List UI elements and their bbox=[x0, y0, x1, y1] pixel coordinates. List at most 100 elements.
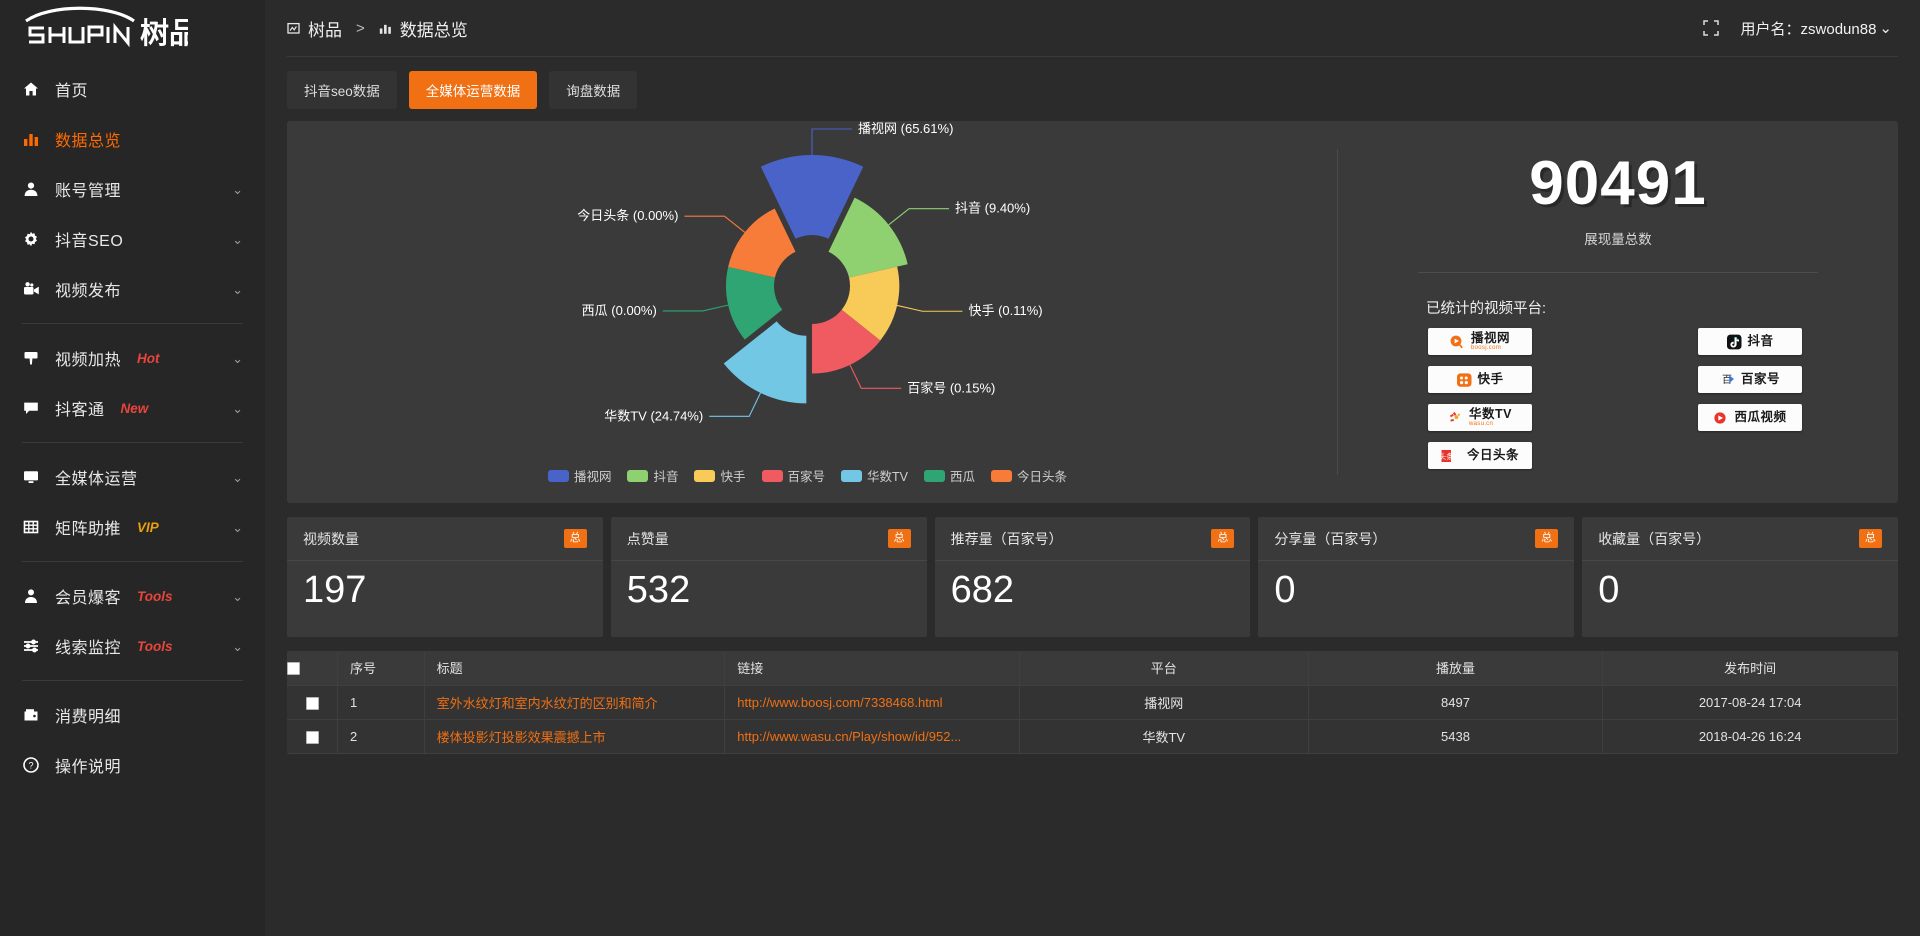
tab-omni-media-ops[interactable]: 全媒体运营数据 bbox=[408, 71, 538, 109]
legend-item[interactable]: 百家号 bbox=[761, 466, 825, 485]
table-row[interactable]: 1 室外水纹灯和室内水纹灯的区别和简介 http://www.boosj.com… bbox=[287, 685, 1898, 720]
sidebar-item-label: 首页 bbox=[55, 83, 89, 100]
total-impressions-label: 展现量总数 bbox=[1584, 232, 1652, 248]
kuaishou-icon bbox=[1456, 372, 1473, 388]
card-header: 视频数量 总 bbox=[287, 517, 603, 561]
sidebar-item-video-publish[interactable]: 视频发布 ⌄ bbox=[0, 264, 265, 314]
platform-chip-wasu[interactable]: 华数TV wasu.cn bbox=[1428, 404, 1532, 432]
tab-douyin-seo[interactable]: 抖音seo数据 bbox=[287, 71, 397, 109]
home-icon bbox=[20, 81, 42, 97]
chevron-down-icon: ⌄ bbox=[232, 350, 243, 366]
pie-slice-label: 快手 (0.11%) bbox=[968, 303, 1042, 318]
leader-line bbox=[709, 392, 761, 417]
platform-chip-name: 西瓜视频 bbox=[1734, 410, 1787, 425]
sidebar-badge-tools: Tools bbox=[137, 588, 173, 604]
row-checkbox[interactable] bbox=[305, 730, 319, 744]
sidebar-item-home[interactable]: 首页 bbox=[0, 64, 265, 114]
table-header-row: 序号 标题 链接 平台 播放量 发布时间 bbox=[287, 651, 1898, 686]
platform-chip-boosj[interactable]: 播视网 boosj.com bbox=[1428, 328, 1532, 356]
breadcrumb-item-root[interactable]: 树品 bbox=[287, 16, 342, 41]
platform-chip-xigua[interactable]: 西瓜视频 bbox=[1698, 404, 1802, 432]
sidebar-item-consumption-detail[interactable]: 消费明细 bbox=[0, 690, 265, 740]
user-menu[interactable]: 用户名：zswodun88 ⌄ bbox=[1741, 18, 1892, 39]
legend-label: 今日头条 bbox=[1017, 470, 1068, 484]
brand-logo[interactable]: 树品 bbox=[0, 0, 265, 56]
breadcrumb-item-current[interactable]: 数据总览 bbox=[379, 16, 468, 41]
row-link[interactable]: http://www.wasu.cn/Play/show/id/952... bbox=[724, 719, 1020, 754]
pie-chart[interactable]: 播视网 (65.61%) 抖音 (9.40%) 快手 (0.11%) 百家号 (0.1… bbox=[287, 121, 1337, 503]
sidebar: 树品 首页 数据总览 账号管理 ⌄ bbox=[0, 0, 265, 936]
legend-swatch bbox=[924, 469, 945, 482]
sidebar-item-label: 会员爆客 bbox=[55, 590, 122, 607]
toutiao-icon: 头条 bbox=[1441, 448, 1463, 464]
platform-chip-kuaishou[interactable]: 快手 bbox=[1428, 366, 1532, 394]
grid-icon bbox=[20, 519, 42, 535]
sidebar-item-account-mgmt[interactable]: 账号管理 ⌄ bbox=[0, 164, 265, 214]
user-label: 用户名：zswodun88 bbox=[1740, 20, 1877, 38]
status-badge: 总 bbox=[887, 529, 911, 548]
chevron-down-icon: ⌄ bbox=[232, 400, 243, 416]
card-value: 532 bbox=[626, 569, 691, 611]
select-all-checkbox[interactable] bbox=[287, 662, 300, 676]
sidebar-item-douketong[interactable]: 抖客通 New ⌄ bbox=[0, 383, 265, 433]
user-icon bbox=[20, 181, 42, 197]
platform-chip-toutiao[interactable]: 头条 今日头条 bbox=[1428, 442, 1532, 470]
legend-swatch bbox=[761, 469, 783, 482]
legend-item[interactable]: 播视网 bbox=[547, 466, 611, 485]
legend-item[interactable]: 西瓜 bbox=[924, 466, 975, 485]
legend-item[interactable]: 华数TV bbox=[841, 466, 908, 485]
pie-slice[interactable] bbox=[728, 208, 796, 278]
pie-slice-label: 西瓜 (0.00%) bbox=[582, 303, 657, 318]
sidebar-item-label: 视频发布 bbox=[55, 283, 122, 300]
pie-slice[interactable] bbox=[841, 266, 900, 341]
table-header-plays: 播放量 bbox=[1308, 651, 1604, 686]
card-header: 收藏量（百家号） 总 bbox=[1582, 517, 1898, 561]
platform-chip-name: 百家号 bbox=[1740, 372, 1780, 387]
sidebar-item-data-overview[interactable]: 数据总览 bbox=[0, 114, 265, 164]
card-header: 分享量（百家号） 总 bbox=[1258, 517, 1575, 561]
sidebar-item-label: 消费明细 bbox=[55, 709, 122, 726]
expand-icon[interactable] bbox=[1702, 20, 1719, 36]
pie-slice[interactable] bbox=[723, 321, 807, 404]
platform-chip-douyin[interactable]: 抖音 bbox=[1698, 328, 1802, 356]
legend-label: 抖音 bbox=[653, 470, 679, 484]
sidebar-item-lead-monitor[interactable]: 线索监控 Tools ⌄ bbox=[0, 621, 265, 671]
leader-line bbox=[811, 128, 853, 156]
topbar-divider bbox=[287, 56, 1898, 57]
sidebar-item-douyin-seo[interactable]: 抖音SEO ⌄ bbox=[0, 214, 265, 264]
sidebar-item-matrix-push[interactable]: 矩阵助推 VIP ⌄ bbox=[0, 502, 265, 552]
status-badge: 总 bbox=[1858, 529, 1882, 548]
row-title[interactable]: 楼体投影灯投影效果震撼上市 bbox=[424, 719, 726, 754]
platform-chip-text: 播视网 boosj.com bbox=[1471, 331, 1510, 351]
legend-item[interactable]: 今日头条 bbox=[991, 466, 1067, 485]
platform-chip-text: 今日头条 bbox=[1467, 448, 1519, 462]
sidebar-item-omni-media[interactable]: 全媒体运营 ⌄ bbox=[0, 452, 265, 502]
pie-slice[interactable] bbox=[726, 266, 783, 340]
sidebar-item-member-marketing[interactable]: 会员爆客 Tools ⌄ bbox=[0, 571, 265, 621]
card-value: 0 bbox=[1598, 569, 1620, 611]
window-icon bbox=[287, 22, 300, 35]
row-title[interactable]: 室外水纹灯和室内水纹灯的区别和简介 bbox=[424, 685, 726, 720]
pie-slice[interactable] bbox=[811, 309, 881, 374]
pie-slice[interactable] bbox=[828, 197, 908, 278]
shupin-logo-icon: 树品 bbox=[25, 6, 188, 50]
legend-item[interactable]: 快手 bbox=[694, 466, 746, 485]
sidebar-item-instructions[interactable]: ? 操作说明 bbox=[0, 740, 265, 790]
row-checkbox[interactable] bbox=[305, 696, 319, 710]
row-link[interactable]: http://www.boosj.com/7338468.html bbox=[724, 685, 1020, 720]
legend-item[interactable]: 抖音 bbox=[627, 466, 678, 485]
sidebar-item-video-boost[interactable]: 视频加热 Hot ⌄ bbox=[0, 333, 265, 383]
platforms-title: 已统计的视频平台: bbox=[1426, 301, 1547, 318]
sidebar-item-label: 线索监控 bbox=[55, 640, 122, 657]
svg-text:树品: 树品 bbox=[140, 17, 188, 50]
table-row[interactable]: 2 楼体投影灯投影效果震撼上市 http://www.wasu.cn/Play/… bbox=[287, 719, 1898, 754]
platform-chip-text: 抖音 bbox=[1747, 334, 1773, 348]
tab-inquiry-data[interactable]: 询盘数据 bbox=[549, 71, 638, 109]
pie-slice[interactable] bbox=[760, 155, 864, 239]
table-header-select-all bbox=[287, 651, 339, 686]
platform-chip-baijiahao[interactable]: 百百家号 bbox=[1698, 366, 1802, 394]
chevron-down-icon: ⌄ bbox=[232, 638, 243, 654]
card-title: 收藏量（百家号） bbox=[1598, 530, 1711, 547]
card-title: 点赞量 bbox=[626, 530, 669, 547]
row-platform: 播视网 bbox=[1019, 685, 1309, 720]
